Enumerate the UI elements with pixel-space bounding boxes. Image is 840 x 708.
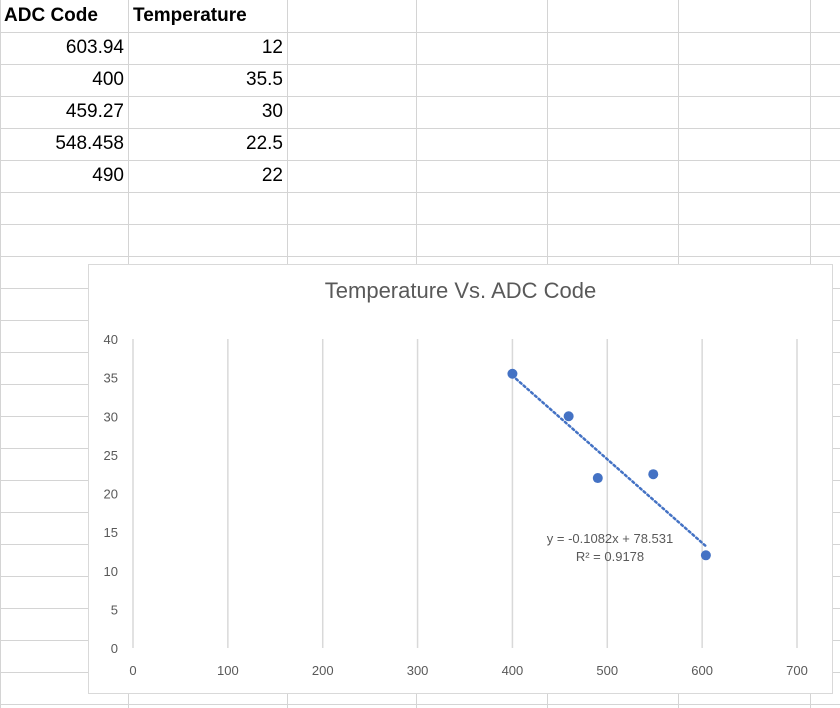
header-adc-code[interactable]: ADC Code	[4, 5, 98, 26]
chart-title[interactable]: Temperature Vs. ADC Code	[324, 278, 597, 303]
x-tick-label: 400	[502, 663, 524, 678]
cell-adc-5[interactable]: 490	[92, 165, 124, 186]
chart-area[interactable]	[88, 264, 833, 694]
cell-temp-2[interactable]: 35.5	[246, 69, 283, 90]
y-tick-label: 10	[104, 564, 118, 579]
y-tick-label: 20	[104, 487, 118, 502]
y-tick-label: 25	[104, 448, 118, 463]
data-point-1	[700, 550, 711, 561]
data-point-3	[563, 411, 574, 422]
trendline-equation: y = -0.1082x + 78.531	[546, 531, 674, 546]
cell-temp-5[interactable]: 22	[261, 165, 283, 186]
y-tick-label: 0	[111, 641, 118, 656]
cell-temp-3[interactable]: 30	[261, 101, 283, 122]
trendline	[511, 374, 708, 548]
cell-temp-4[interactable]: 22.5	[246, 133, 283, 154]
scatter-plot: 0 100 200 300 400 500 600 700 0 5 10 15 20 25 30 35 40	[104, 332, 808, 678]
y-tick-label: 40	[104, 332, 118, 347]
header-temperature[interactable]: Temperature	[133, 5, 247, 26]
data-point-2	[507, 368, 518, 379]
x-tick-label: 0	[129, 663, 136, 678]
x-tick-label: 500	[596, 663, 618, 678]
cell-temp-1[interactable]: 12	[261, 37, 283, 58]
trendline-r-squared: R² = 0.9178	[575, 549, 645, 564]
trendline-label[interactable]: y = -0.1082x + 78.531 R² = 0.9178	[500, 530, 720, 566]
cell-adc-4[interactable]: 548.458	[55, 133, 124, 154]
data-point-4	[648, 469, 659, 480]
x-tick-label: 300	[407, 663, 429, 678]
cell-adc-1[interactable]: 603.94	[65, 37, 124, 58]
y-tick-label: 30	[104, 409, 118, 424]
y-tick-label: 15	[104, 525, 118, 540]
x-tick-label: 700	[786, 663, 808, 678]
cell-adc-2[interactable]: 400	[92, 69, 124, 90]
data-point-5	[592, 473, 603, 484]
x-tick-label: 200	[312, 663, 334, 678]
cell-adc-3[interactable]: 459.27	[65, 101, 124, 122]
x-tick-label: 600	[691, 663, 713, 678]
x-tick-label: 100	[217, 663, 239, 678]
y-tick-label: 35	[104, 371, 118, 386]
y-tick-label: 5	[111, 602, 118, 617]
